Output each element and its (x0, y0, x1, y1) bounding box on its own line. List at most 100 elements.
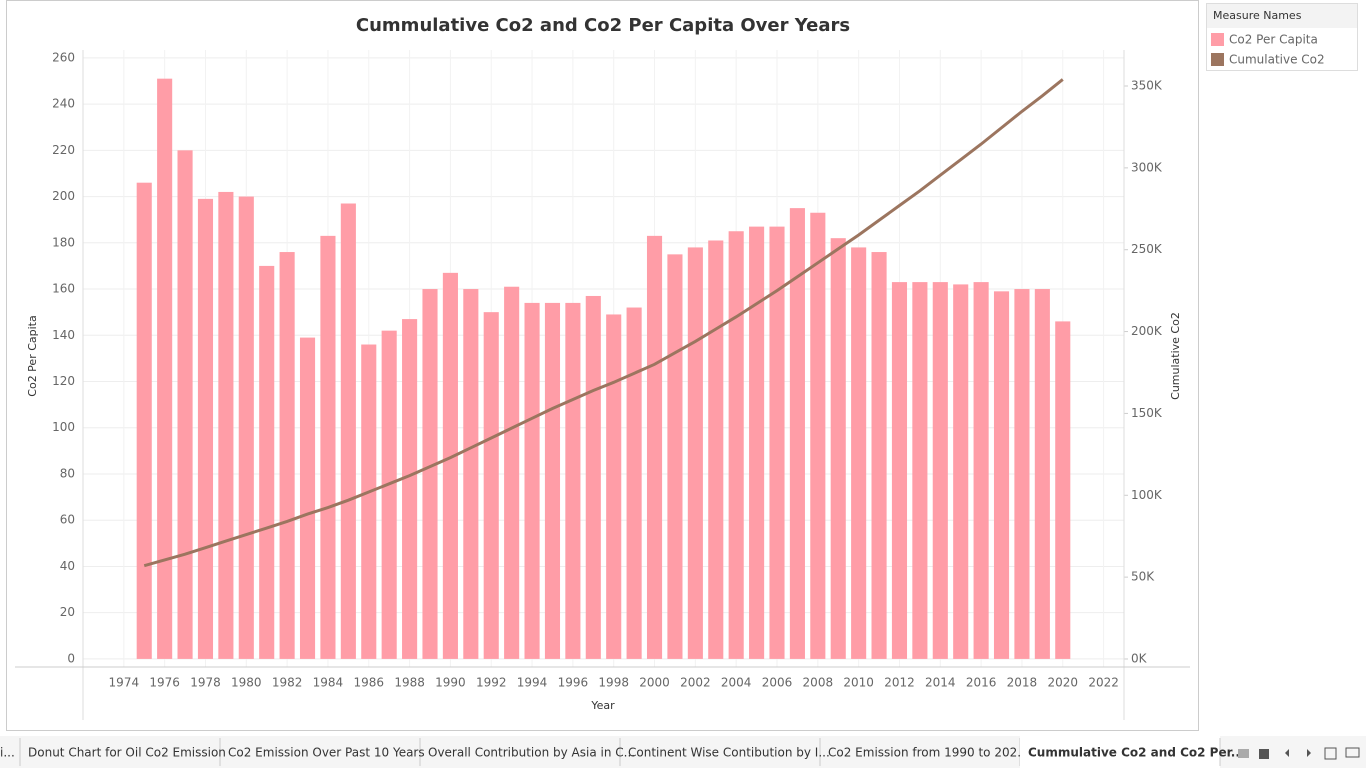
x-axis-title: Year (590, 699, 615, 712)
x-tick-label: 2018 (1007, 676, 1038, 690)
bar (871, 252, 887, 659)
bar (626, 307, 642, 659)
nav-icons (1238, 747, 1360, 760)
x-tick-label: 1992 (476, 676, 507, 690)
bar (687, 247, 703, 659)
x-tick-label: 2000 (639, 676, 670, 690)
x-tick-label: 2012 (884, 676, 915, 690)
y2-tick-label: 50K (1131, 570, 1155, 584)
y2-axis-title: Cumulative Co2 (1169, 312, 1182, 400)
chart-title: Cummulative Co2 and Co2 Per Capita Over … (356, 15, 850, 36)
bar (769, 226, 785, 659)
y-tick-label: 260 (52, 50, 75, 64)
tabs: i... Donut Chart for Oil Co2 Emission Co2 … (0, 736, 1244, 768)
bar (299, 337, 316, 659)
tab-label[interactable]: i... (0, 746, 15, 760)
bar (524, 302, 540, 659)
y-tick-label: 160 (52, 282, 75, 296)
bar (463, 289, 479, 659)
y-tick-label: 0 (67, 651, 75, 665)
bar (1014, 289, 1030, 659)
bar (544, 302, 561, 659)
legend-label: Co2 Per Capita (1229, 33, 1318, 47)
bar (565, 302, 581, 659)
x-tick-label: 1986 (353, 676, 384, 690)
x-tick-label: 1988 (394, 676, 425, 690)
y2-tick-label: 300K (1131, 160, 1163, 174)
bar (340, 203, 356, 659)
icon-next[interactable] (1307, 749, 1311, 757)
bar (504, 286, 520, 659)
legend-label: Cumulative Co2 (1229, 53, 1325, 67)
bar (381, 330, 397, 659)
tab-label[interactable]: Cummulative Co2 and Co2 Per... (1028, 746, 1244, 760)
bar (810, 212, 826, 659)
tab-label[interactable]: Continent Wise Contibution by I... (628, 746, 830, 760)
icon-stop[interactable] (1259, 749, 1269, 759)
bar (422, 289, 438, 659)
bar (912, 282, 928, 659)
tab-label[interactable]: Co2 Emission from 1990 to 202... (828, 746, 1029, 760)
icon-grid[interactable] (1238, 749, 1249, 758)
y2-tick-label: 200K (1131, 324, 1163, 338)
x-tick-label: 2016 (966, 676, 997, 690)
bar (749, 226, 765, 659)
x-tick-label: 1978 (190, 676, 221, 690)
bar (973, 282, 989, 659)
bar (279, 252, 295, 659)
bar (830, 238, 846, 659)
y-tick-label: 20 (60, 605, 75, 619)
x-tick-label: 1980 (231, 676, 262, 690)
bar (606, 314, 622, 659)
x-tick-label: 1982 (272, 676, 303, 690)
x-tick-label: 2010 (843, 676, 874, 690)
legend-title: Measure Names (1213, 9, 1302, 22)
bar (197, 198, 214, 659)
bar (259, 265, 275, 659)
y-tick-label: 80 (60, 466, 75, 480)
x-tick-label: 2006 (762, 676, 793, 690)
bar (646, 235, 663, 659)
icon-present[interactable] (1345, 747, 1360, 758)
bar (1055, 321, 1071, 659)
bar (1034, 289, 1050, 659)
bar (891, 282, 908, 659)
x-tick-label: 2020 (1047, 676, 1078, 690)
bar (238, 196, 254, 659)
y2-tick-label: 350K (1131, 79, 1163, 93)
bar (667, 254, 683, 659)
x-tick-label: 2022 (1088, 676, 1119, 690)
bar (157, 78, 173, 659)
tab-label[interactable]: Overall Contribution by Asia in C... (428, 746, 635, 760)
bar (585, 295, 601, 659)
y-tick-label: 140 (52, 328, 75, 342)
y-tick-label: 200 (52, 189, 75, 203)
legend-header (1207, 4, 1357, 28)
x-tick-label: 1990 (435, 676, 466, 690)
bar (442, 272, 458, 659)
icon-fullscreen[interactable] (1324, 747, 1337, 760)
y-tick-label: 60 (60, 513, 75, 527)
tab-label[interactable]: Donut Chart for Oil Co2 Emission (28, 746, 226, 760)
x-tick-label: 2002 (680, 676, 711, 690)
x-tick-label: 2004 (721, 676, 752, 690)
bar (953, 284, 969, 659)
x-tick-label: 1994 (517, 676, 548, 690)
x-tick-label: 1974 (109, 676, 140, 690)
x-tick-label: 1976 (149, 676, 180, 690)
y2-tick-label: 250K (1131, 242, 1163, 256)
bar (177, 150, 193, 659)
y-tick-label: 100 (52, 420, 75, 434)
legend-swatch (1211, 33, 1224, 46)
x-tick-label: 1984 (313, 676, 344, 690)
bar (320, 235, 336, 659)
x-tick-label: 1998 (598, 676, 629, 690)
x-tick-label: 2014 (925, 676, 956, 690)
bar (402, 319, 418, 659)
icon-prev[interactable] (1285, 749, 1289, 757)
tab-label[interactable]: Co2 Emission Over Past 10 Years (228, 746, 425, 760)
bar (728, 231, 744, 659)
y-tick-label: 40 (60, 559, 75, 573)
bar (361, 344, 377, 659)
